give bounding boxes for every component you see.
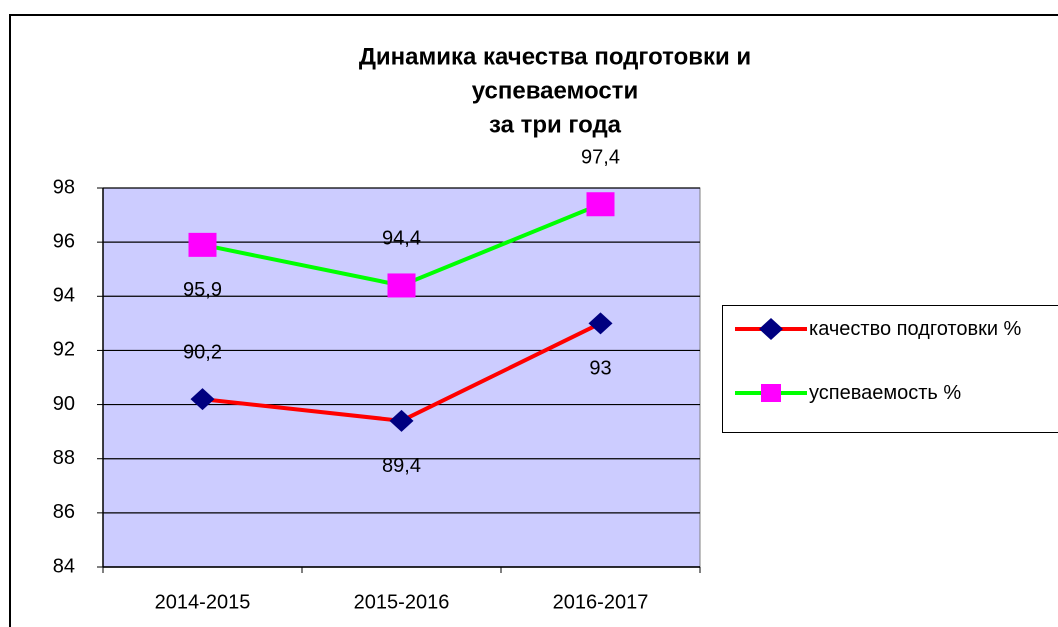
marker xyxy=(586,192,615,217)
y-tick-label: 86 xyxy=(53,501,75,523)
legend-swatch xyxy=(735,318,807,340)
data-label: 97,4 xyxy=(581,147,620,169)
marker xyxy=(387,273,416,298)
data-label: 93 xyxy=(589,358,611,380)
data-label: 90,2 xyxy=(183,341,222,363)
legend-item: успеваемость % xyxy=(733,380,1029,406)
data-label: 89,4 xyxy=(382,455,421,477)
x-tick-label: 2016-2017 xyxy=(553,591,649,613)
marker xyxy=(188,232,217,257)
x-tick-label: 2014-2015 xyxy=(155,591,251,613)
y-tick-label: 96 xyxy=(53,230,75,252)
data-label: 95,9 xyxy=(183,279,222,301)
legend-marker xyxy=(759,318,783,340)
legend: качество подготовки % успеваемость % xyxy=(722,305,1058,433)
marker xyxy=(190,388,215,411)
legend-item: качество подготовки % xyxy=(733,316,1029,342)
data-label: 94,4 xyxy=(382,228,421,250)
chart-title: Динамика качества подготовки и xyxy=(359,43,751,70)
y-tick-label: 84 xyxy=(53,555,75,577)
legend-swatch xyxy=(735,384,807,402)
marker xyxy=(588,312,613,335)
y-tick-label: 88 xyxy=(53,447,75,469)
legend-label: успеваемость % xyxy=(809,382,962,404)
chart-title: успеваемости xyxy=(472,77,638,104)
y-tick-label: 90 xyxy=(53,393,75,415)
y-tick-label: 98 xyxy=(53,176,75,198)
marker xyxy=(389,409,414,432)
chart-title: за три года xyxy=(489,111,622,138)
x-tick-label: 2015-2016 xyxy=(354,591,450,613)
y-tick-label: 92 xyxy=(53,339,75,361)
legend-label: качество подготовки % xyxy=(809,318,1022,340)
legend-marker xyxy=(761,384,781,402)
y-tick-label: 94 xyxy=(53,285,75,307)
